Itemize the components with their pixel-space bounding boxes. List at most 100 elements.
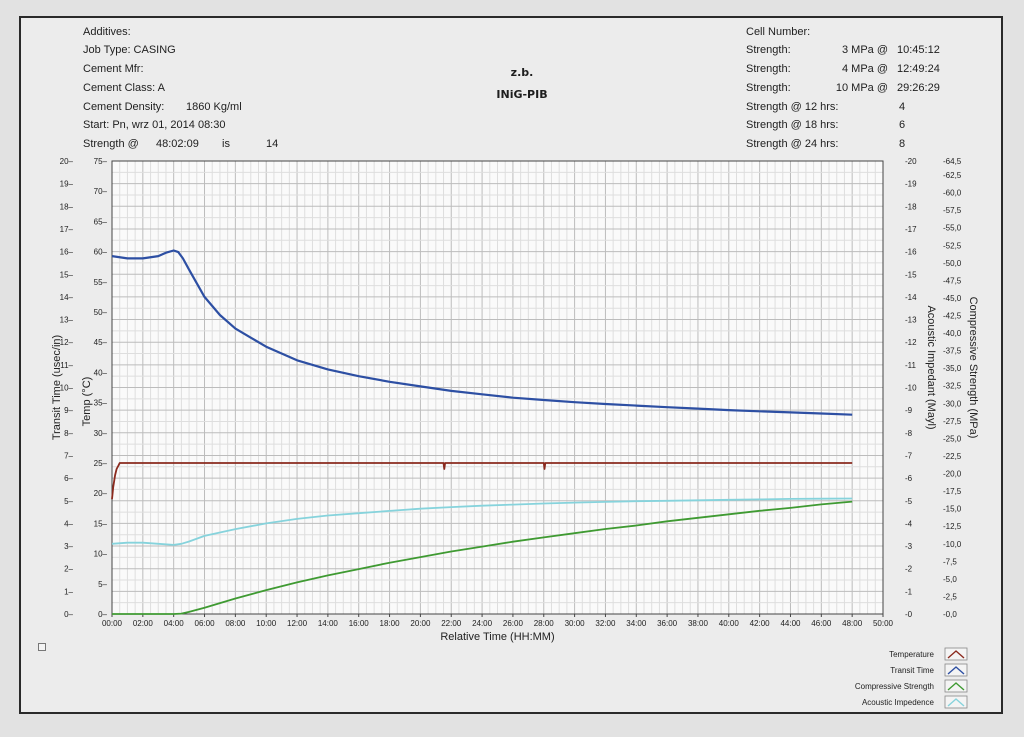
- x-tick-label: 32:00: [595, 619, 616, 628]
- impedance-tick-label: -15: [905, 270, 917, 279]
- compressive-tick-label: -42,5: [943, 312, 962, 321]
- x-tick-label: 14:00: [318, 619, 339, 628]
- x-tick-label: 08:00: [225, 619, 246, 628]
- legend-swatch: [947, 682, 965, 691]
- impedance-tick-label: -2: [905, 565, 913, 574]
- x-tick-label: 06:00: [195, 619, 216, 628]
- cell-number-label: Cell Number:: [746, 26, 811, 38]
- compressive-axis-label: Compressive Strength (MPa): [967, 297, 979, 439]
- strength-hours-label: Strength @ 24 hrs:: [746, 138, 839, 150]
- transit-tick-label: 11–: [60, 361, 73, 370]
- x-tick-label: 44:00: [780, 619, 801, 628]
- strength-row-label: Strength:: [746, 82, 791, 94]
- transit-tick-label: 13–: [60, 316, 74, 325]
- compressive-tick-label: -60,0: [943, 189, 962, 198]
- impedance-tick-label: -10: [905, 384, 917, 393]
- x-tick-label: 50:00: [873, 619, 894, 628]
- strength-row-value: 4 MPa @: [841, 63, 888, 75]
- temp-tick-label: 40–: [94, 368, 108, 377]
- compressive-tick-label: -50,0: [943, 259, 962, 268]
- temp-tick-label: 75–: [94, 157, 108, 166]
- legend-label: Compressive Strength: [855, 682, 934, 691]
- impedance-tick-label: -11: [905, 361, 917, 370]
- impedance-tick-label: -6: [905, 474, 913, 483]
- legend-swatch: [947, 650, 965, 659]
- strength-at-value: 14: [266, 138, 279, 150]
- legend-swatch: [947, 666, 965, 675]
- compressive-tick-label: -7,5: [943, 557, 957, 566]
- strength-hours-value: 8: [899, 138, 906, 150]
- strength-at-time: 48:02:09: [156, 138, 199, 150]
- impedance-tick-label: -12: [905, 338, 917, 347]
- strength-at-label: Strength @: [83, 138, 139, 150]
- temp-tick-label: 55–: [94, 278, 108, 287]
- transit-tick-label: 4–: [64, 519, 73, 528]
- compressive-tick-label: -0,0: [943, 610, 957, 619]
- impedance-axis-label: Acoustic Impedant (Mayl): [925, 305, 937, 429]
- compressive-tick-label: -52,5: [943, 241, 962, 250]
- x-tick-label: 00:00: [102, 619, 123, 628]
- transit-tick-label: 6–: [64, 474, 73, 483]
- compressive-tick-label: -30,0: [943, 399, 962, 408]
- strength-row-label: Strength:: [746, 63, 791, 75]
- x-tick-label: 16:00: [349, 619, 370, 628]
- compressive-tick-label: -25,0: [943, 434, 962, 443]
- impedance-tick-label: -19: [905, 180, 917, 189]
- x-tick-label: 36:00: [657, 619, 678, 628]
- acoustic-impedance-series-line: [111, 497, 853, 546]
- compressive-tick-label: -35,0: [943, 364, 962, 373]
- compressive-tick-label: -40,0: [943, 329, 962, 338]
- compressive-tick-label: -32,5: [943, 382, 962, 391]
- strength-row-value: 3 MPa @: [841, 44, 888, 56]
- x-tick-label: 30:00: [565, 619, 586, 628]
- compressive-tick-label: -62,5: [943, 171, 962, 180]
- temp-tick-label: 25–: [94, 459, 108, 468]
- plot-option-checkbox[interactable]: [38, 643, 46, 651]
- compressive-tick-label: -37,5: [943, 347, 962, 356]
- cement-density-label: Cement Density:: [83, 101, 165, 113]
- impedance-tick-label: -4: [905, 519, 913, 528]
- compressive-tick-label: -10,0: [943, 540, 962, 549]
- strength-hours-value: 4: [899, 101, 906, 113]
- compressive-tick-label: -17,5: [943, 487, 962, 496]
- cement-class: Cement Class: A: [83, 82, 165, 94]
- impedance-tick-label: -20: [905, 157, 917, 166]
- legend-swatch: [947, 698, 965, 707]
- compressive-tick-label: -27,5: [943, 417, 962, 426]
- compressive-tick-label: -22,5: [943, 452, 962, 461]
- compressive-tick-label: -64,5: [943, 157, 962, 166]
- temp-axis-label: Temp (°C): [81, 377, 93, 427]
- strength-hours-label: Strength @ 12 hrs:: [746, 101, 839, 113]
- temp-tick-label: 35–: [94, 399, 108, 408]
- compressive-tick-label: -5,0: [943, 575, 957, 584]
- transit-tick-label: 1–: [64, 587, 73, 596]
- plot-border: [111, 160, 884, 615]
- x-tick-label: 20:00: [410, 619, 431, 628]
- impedance-tick-label: -7: [905, 451, 913, 460]
- compressive-tick-label: -15,0: [943, 505, 962, 514]
- impedance-tick-label: -1: [905, 587, 913, 596]
- transit-tick-label: 3–: [64, 542, 73, 551]
- x-tick-label: 26:00: [503, 619, 524, 628]
- legend-label: Temperature: [889, 650, 934, 659]
- x-tick-label: 24:00: [472, 619, 493, 628]
- transit-tick-label: 5–: [64, 497, 73, 506]
- impedance-tick-label: -3: [905, 542, 913, 551]
- transit-time-series-line: [111, 249, 853, 416]
- transit-tick-label: 12–: [60, 338, 74, 347]
- x-tick-label: 42:00: [750, 619, 771, 628]
- impedance-tick-label: -5: [905, 497, 913, 506]
- strength-row-value: 10 MPa @: [835, 82, 888, 94]
- x-tick-label: 02:00: [133, 619, 154, 628]
- x-tick-label: 28:00: [534, 619, 555, 628]
- transit-axis-label: Transit Time (usec/in): [51, 335, 63, 440]
- lab-name: INiG-PIB: [496, 88, 548, 101]
- legend-swatch-box: [944, 695, 968, 709]
- impedance-tick-label: -14: [905, 293, 917, 302]
- legend-swatch-box: [944, 647, 968, 661]
- strength-row-time: 29:26:29: [897, 82, 940, 94]
- transit-tick-label: 7–: [64, 451, 73, 460]
- compressive-strength-series-line: [112, 500, 853, 615]
- temp-tick-label: 0–: [98, 610, 107, 619]
- legend-swatch-box: [944, 663, 968, 677]
